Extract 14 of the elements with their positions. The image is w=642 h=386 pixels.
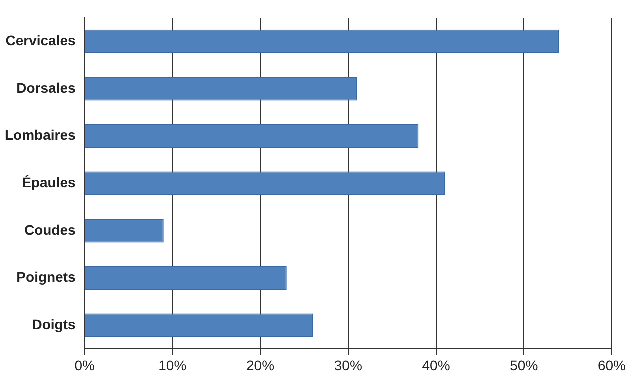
y-tick-label: Poignets xyxy=(16,269,76,286)
x-tick-label: 10% xyxy=(158,357,187,374)
x-tick-label: 40% xyxy=(422,357,450,374)
x-tick-label: 20% xyxy=(246,357,275,374)
x-tick-label: 60% xyxy=(598,357,626,374)
x-tick-label: 30% xyxy=(334,357,362,374)
y-tick-label: Épaules xyxy=(22,174,76,190)
y-tick-label: Coudes xyxy=(24,222,76,238)
x-tick-label: 50% xyxy=(510,357,538,374)
y-tick-label: Doigts xyxy=(32,316,76,332)
y-tick-label: Dorsales xyxy=(16,80,76,96)
y-tick-label: Lombaires xyxy=(4,127,76,144)
x-tick-label: 0% xyxy=(74,357,95,374)
y-tick-label: Cervicales xyxy=(6,32,76,49)
